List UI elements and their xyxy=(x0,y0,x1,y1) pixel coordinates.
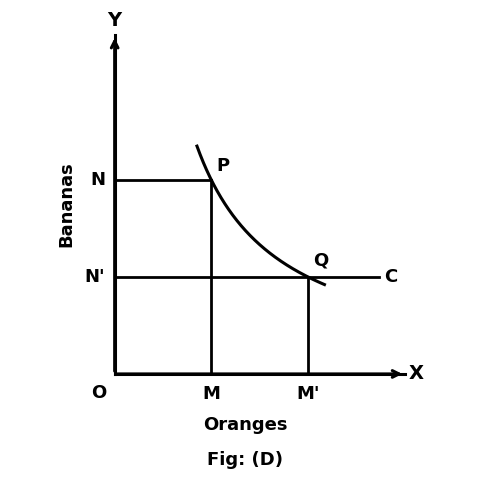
Text: M: M xyxy=(203,385,220,403)
Text: M': M' xyxy=(296,385,320,403)
Text: C: C xyxy=(384,268,397,286)
Text: O: O xyxy=(91,384,107,402)
Text: Bananas: Bananas xyxy=(57,162,75,247)
Text: N': N' xyxy=(84,268,105,286)
Text: X: X xyxy=(409,364,423,384)
Text: Oranges: Oranges xyxy=(203,416,288,434)
Text: N: N xyxy=(90,171,105,189)
Text: Y: Y xyxy=(108,11,122,30)
Text: Fig: (D): Fig: (D) xyxy=(207,451,284,469)
Text: P: P xyxy=(216,157,230,176)
Text: Q: Q xyxy=(313,251,329,269)
